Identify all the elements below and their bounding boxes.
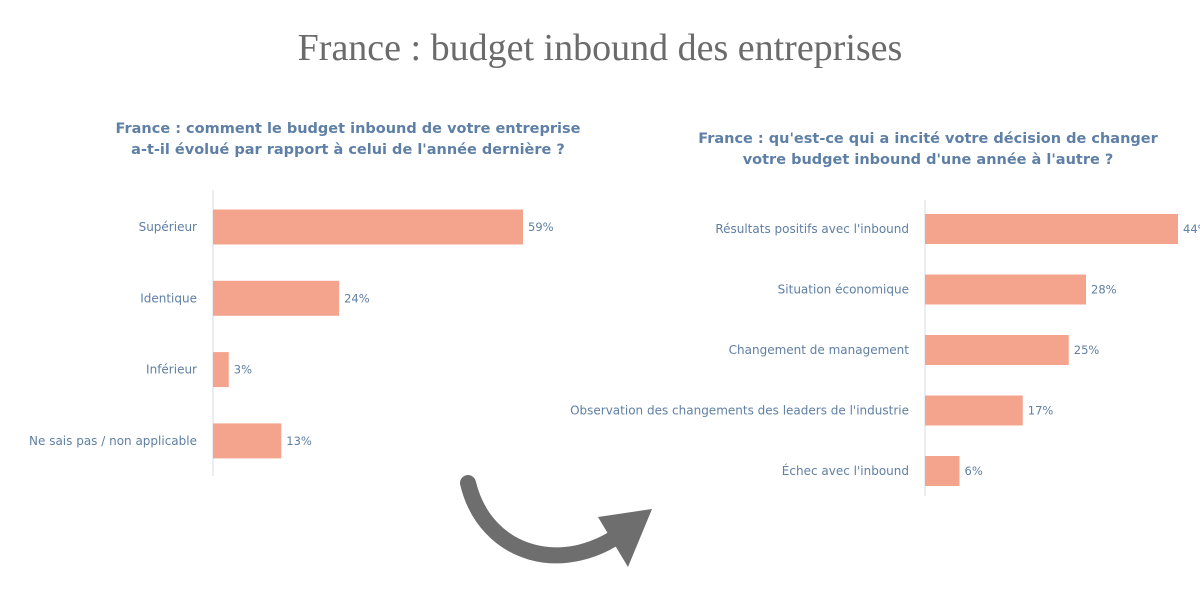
bar bbox=[925, 395, 1023, 426]
value-label: 44% bbox=[1183, 222, 1200, 236]
chart-title-line: a-t-il évolué par rapport à celui de l'a… bbox=[131, 142, 565, 158]
category-label: Supérieur bbox=[139, 220, 197, 234]
value-label: 3% bbox=[234, 363, 252, 377]
category-label: Échec avec l'inbound bbox=[782, 463, 909, 478]
value-label: 59% bbox=[528, 220, 554, 234]
chart-title-line: votre budget inbound d'une année à l'aut… bbox=[742, 152, 1114, 168]
category-label: Situation économique bbox=[778, 283, 909, 297]
bar bbox=[213, 352, 229, 388]
category-label: Observation des changements des leaders … bbox=[570, 404, 909, 418]
category-label: Changement de management bbox=[729, 343, 910, 357]
bar bbox=[213, 423, 282, 459]
bar bbox=[213, 280, 340, 316]
bar bbox=[925, 274, 1086, 305]
value-label: 28% bbox=[1091, 283, 1117, 297]
bar bbox=[925, 456, 960, 486]
category-label: Identique bbox=[140, 291, 197, 305]
chart-title-budget-evolution: France : comment le budget inbound de vo… bbox=[60, 119, 636, 161]
page-title: France : budget inbound des entreprises bbox=[297, 27, 903, 69]
category-label: Résultats positifs avec l'inbound bbox=[715, 222, 909, 236]
value-label: 6% bbox=[965, 464, 983, 478]
bar bbox=[213, 209, 523, 245]
value-label: 17% bbox=[1028, 404, 1054, 418]
chart-title-line: France : qu'est-ce qui a incité votre dé… bbox=[698, 131, 1158, 147]
value-label: 13% bbox=[286, 434, 312, 448]
category-label: Inférieur bbox=[146, 363, 197, 377]
bar bbox=[925, 214, 1178, 244]
value-label: 24% bbox=[344, 291, 370, 305]
chart-title-change-reasons: France : qu'est-ce qui a incité votre dé… bbox=[640, 129, 1200, 171]
bar bbox=[925, 335, 1069, 365]
value-label: 25% bbox=[1074, 343, 1100, 357]
category-label: Ne sais pas / non applicable bbox=[29, 434, 197, 448]
chart-title-line: France : comment le budget inbound de vo… bbox=[115, 121, 581, 137]
curved-arrow-right-icon bbox=[460, 475, 652, 567]
